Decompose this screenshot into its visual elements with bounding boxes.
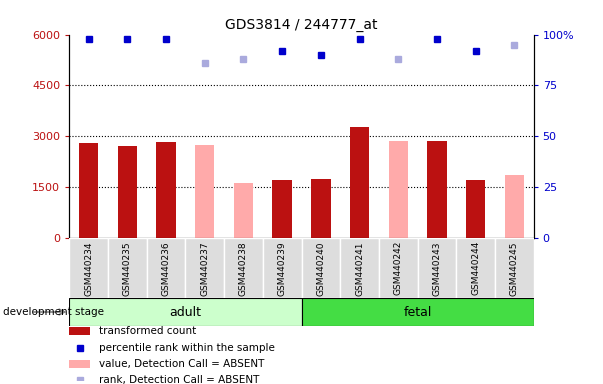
Text: GSM440235: GSM440235 bbox=[123, 241, 132, 296]
Bar bbox=[147, 238, 186, 298]
Bar bbox=[69, 327, 90, 335]
Bar bbox=[224, 238, 263, 298]
Bar bbox=[69, 360, 90, 368]
Bar bbox=[340, 238, 379, 298]
Text: GSM440237: GSM440237 bbox=[200, 241, 209, 296]
Bar bbox=[379, 238, 417, 298]
Text: GSM440239: GSM440239 bbox=[277, 241, 286, 296]
Bar bbox=[156, 142, 175, 238]
Text: GSM440238: GSM440238 bbox=[239, 241, 248, 296]
Bar bbox=[234, 183, 253, 238]
Bar bbox=[350, 127, 369, 238]
Text: transformed count: transformed count bbox=[99, 326, 196, 336]
Bar bbox=[388, 141, 408, 238]
Bar bbox=[302, 238, 340, 298]
Text: adult: adult bbox=[169, 306, 201, 318]
Bar bbox=[195, 145, 215, 238]
Bar bbox=[495, 238, 534, 298]
Bar bbox=[302, 298, 534, 326]
Title: GDS3814 / 244777_at: GDS3814 / 244777_at bbox=[226, 18, 377, 32]
Text: GSM440241: GSM440241 bbox=[355, 241, 364, 296]
Text: GSM440245: GSM440245 bbox=[510, 241, 519, 296]
Text: rank, Detection Call = ABSENT: rank, Detection Call = ABSENT bbox=[99, 375, 259, 384]
Text: GSM440234: GSM440234 bbox=[84, 241, 93, 296]
Bar bbox=[273, 180, 292, 238]
Bar bbox=[108, 238, 147, 298]
Text: GSM440244: GSM440244 bbox=[471, 241, 480, 295]
Bar bbox=[118, 147, 137, 238]
Bar bbox=[456, 238, 495, 298]
Bar bbox=[69, 298, 302, 326]
Bar bbox=[311, 179, 330, 238]
Text: value, Detection Call = ABSENT: value, Detection Call = ABSENT bbox=[99, 359, 264, 369]
Text: GSM440236: GSM440236 bbox=[162, 241, 171, 296]
Text: GSM440242: GSM440242 bbox=[394, 241, 403, 295]
Bar bbox=[186, 238, 224, 298]
Text: GSM440240: GSM440240 bbox=[317, 241, 326, 296]
Text: GSM440243: GSM440243 bbox=[432, 241, 441, 296]
Text: fetal: fetal bbox=[403, 306, 432, 318]
Bar bbox=[79, 143, 98, 238]
Bar bbox=[69, 238, 108, 298]
Bar bbox=[417, 238, 456, 298]
Text: development stage: development stage bbox=[3, 307, 104, 317]
Bar bbox=[505, 175, 524, 238]
Bar bbox=[428, 141, 447, 238]
Bar bbox=[263, 238, 302, 298]
Bar bbox=[466, 180, 485, 238]
Text: percentile rank within the sample: percentile rank within the sample bbox=[99, 343, 274, 353]
